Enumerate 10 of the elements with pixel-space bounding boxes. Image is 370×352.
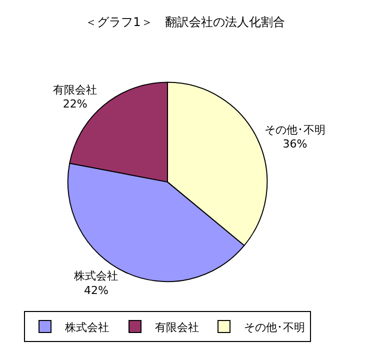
slice-label: その他･不明 — [264, 123, 326, 136]
data-label: 36% — [282, 138, 308, 151]
legend-label: 株式会社 — [64, 320, 109, 334]
legend-label: その他･不明 — [244, 320, 305, 334]
slice-label: 株式会社 — [73, 270, 118, 283]
slice-label: 有限会社 — [53, 83, 98, 96]
data-label: 42% — [84, 284, 108, 297]
chart-title: ＜グラフ1＞ 翻訳会社の法人化割合 — [85, 15, 285, 29]
legend-label: 有限会社 — [155, 320, 199, 334]
data-label: 22% — [62, 98, 88, 111]
